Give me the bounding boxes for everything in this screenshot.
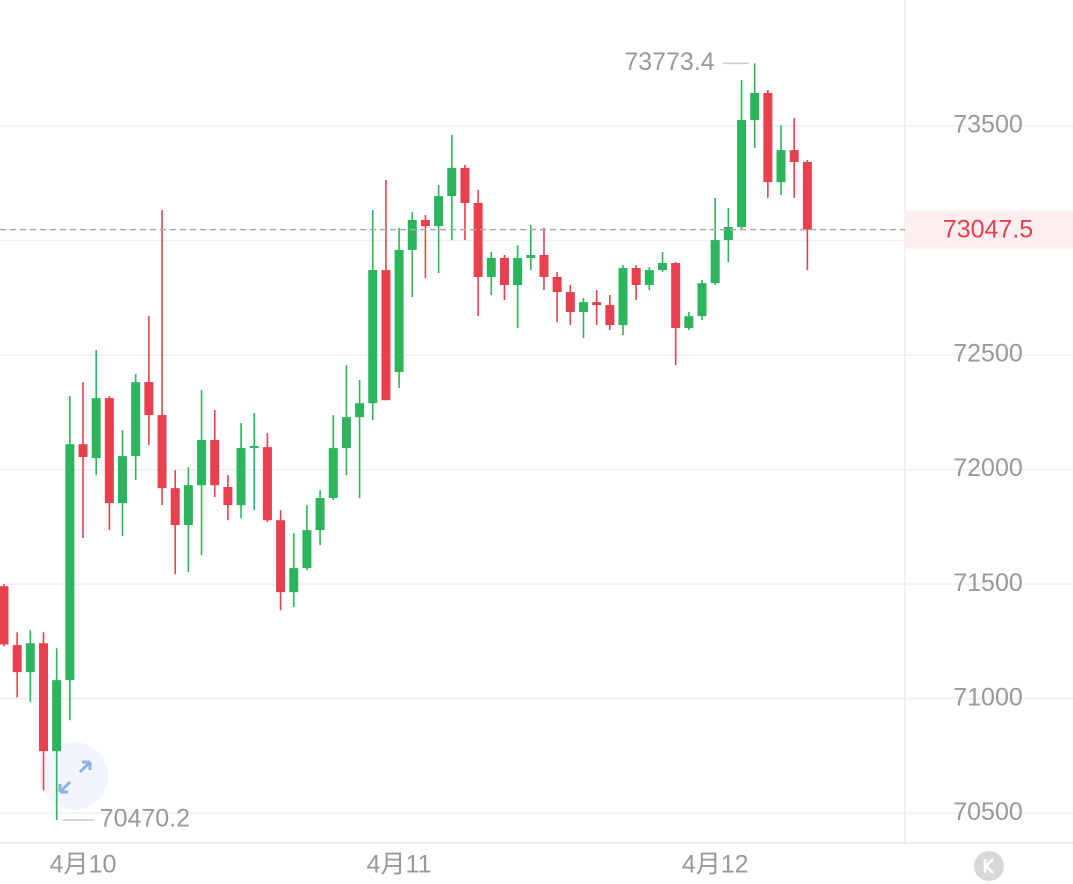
y-tick-label: 71000 xyxy=(953,683,1023,711)
candle-body xyxy=(447,167,457,197)
candle-body xyxy=(802,161,812,230)
candle-body xyxy=(473,202,483,277)
candle-body xyxy=(434,196,444,227)
candle-body xyxy=(170,488,180,526)
y-tick-label: 71500 xyxy=(953,569,1023,597)
candle-body xyxy=(750,93,760,121)
candle-body xyxy=(52,680,62,752)
x-tick-label: 4月11 xyxy=(367,851,432,879)
candle-body xyxy=(658,262,667,271)
k-button[interactable] xyxy=(974,851,1004,881)
expand-button[interactable] xyxy=(40,742,108,810)
x-tick-label: 4月10 xyxy=(50,851,117,879)
candle-body xyxy=(25,643,35,673)
candle-body xyxy=(104,398,114,504)
candle-body xyxy=(236,448,246,506)
candle-body xyxy=(289,568,299,593)
candle-body xyxy=(539,254,549,277)
x-tick-label: 4月12 xyxy=(682,851,749,879)
candle-body xyxy=(737,120,747,228)
candle-body xyxy=(526,254,536,258)
candle-body xyxy=(210,440,220,486)
candle-body xyxy=(684,316,694,329)
min-label: 70470.2 xyxy=(100,805,190,833)
candle-body xyxy=(315,498,325,531)
candle-body xyxy=(763,93,773,183)
candle-body xyxy=(39,643,49,752)
candle-body xyxy=(223,487,233,506)
candle-body xyxy=(513,257,523,285)
k-button-bg[interactable] xyxy=(974,851,1004,881)
y-tick-label: 72000 xyxy=(953,454,1023,482)
candle-body xyxy=(144,382,154,416)
candle-body xyxy=(262,447,272,521)
candle-body xyxy=(302,530,312,569)
candle-body xyxy=(671,262,681,329)
candle-body xyxy=(420,219,430,227)
y-tick-label: 70500 xyxy=(953,798,1023,826)
candle-body xyxy=(65,444,75,681)
candle-body xyxy=(183,485,193,526)
y-tick-label: 72500 xyxy=(953,340,1023,368)
candle-body xyxy=(78,444,88,458)
candle-body xyxy=(552,276,562,293)
candle-body xyxy=(368,270,378,404)
last-price-box xyxy=(905,210,1073,249)
candle-body xyxy=(605,305,615,326)
candle-body xyxy=(407,219,417,250)
candle-body xyxy=(499,257,509,285)
candle-body xyxy=(631,268,641,285)
candle-body xyxy=(341,417,351,449)
candle-body xyxy=(249,446,259,449)
expand-icon[interactable] xyxy=(58,760,92,794)
candle-body xyxy=(486,257,496,277)
candle-body xyxy=(697,283,707,317)
candle-body xyxy=(565,292,575,313)
candle-body xyxy=(381,270,391,401)
candle-body xyxy=(197,440,207,486)
k-button-icon[interactable] xyxy=(983,858,994,874)
candle-body xyxy=(710,240,720,284)
candle-body xyxy=(592,302,602,306)
candle-body xyxy=(0,586,9,645)
candle-body xyxy=(276,520,286,593)
candle-body xyxy=(157,415,167,489)
candle-body xyxy=(644,270,654,285)
last-price-label: 73047.5 xyxy=(943,215,1033,243)
candle-body xyxy=(789,150,799,162)
y-tick-label: 73500 xyxy=(953,111,1023,139)
candle-body xyxy=(776,150,786,183)
candle-body xyxy=(394,249,404,373)
candle-body xyxy=(118,456,128,504)
candle-body xyxy=(578,302,588,313)
candle-body xyxy=(328,448,338,499)
candle-body xyxy=(618,268,628,326)
expand-bg[interactable] xyxy=(40,742,108,810)
candle-body xyxy=(12,645,22,673)
candle-body xyxy=(355,403,365,418)
candle-body xyxy=(723,227,733,241)
max-label: 73773.4 xyxy=(624,48,714,76)
candle-body xyxy=(91,398,101,459)
candle-body xyxy=(131,382,141,457)
candle-body xyxy=(460,167,470,203)
